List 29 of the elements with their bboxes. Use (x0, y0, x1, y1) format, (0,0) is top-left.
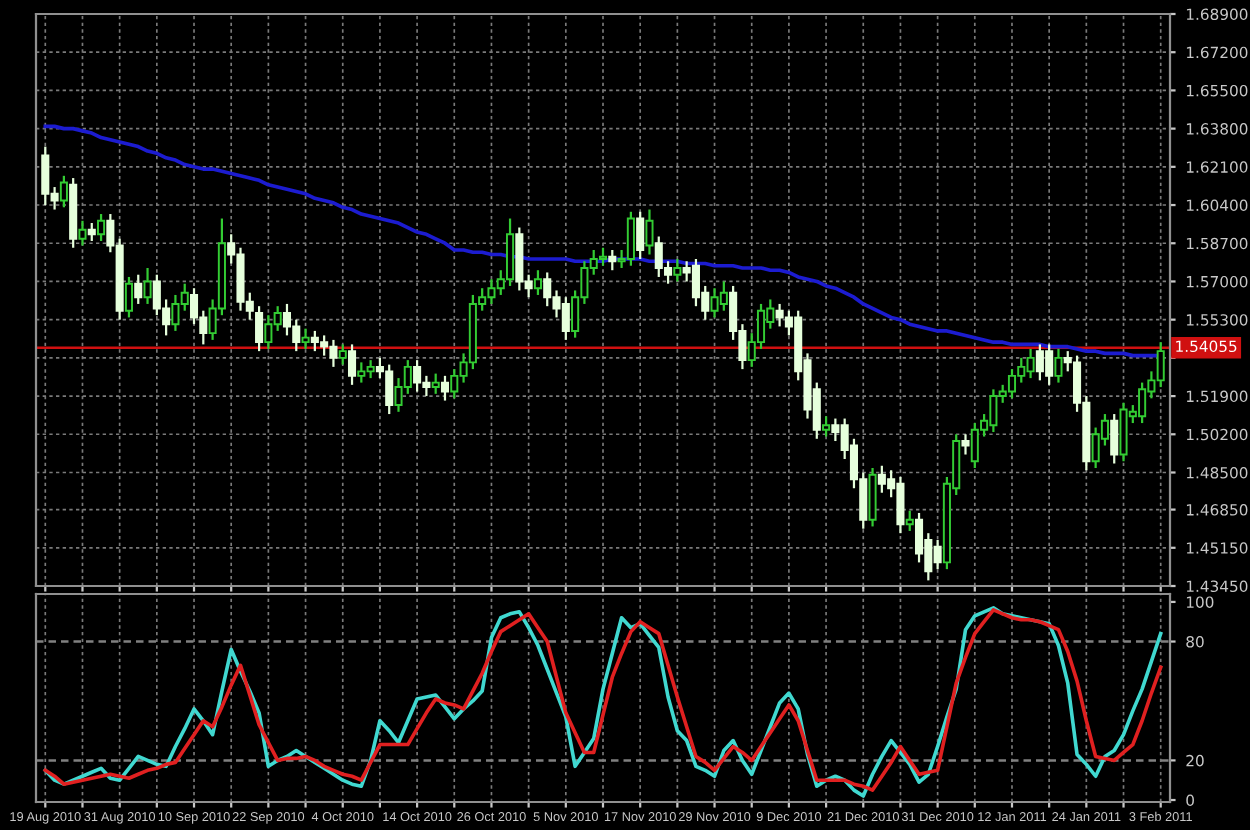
candlestick (868, 466, 877, 528)
candlestick (97, 212, 106, 243)
candlestick (440, 374, 450, 402)
candlestick (915, 511, 924, 564)
candlestick (626, 210, 635, 267)
candlestick (134, 273, 143, 306)
candlestick (189, 287, 199, 326)
candlestick (1110, 412, 1119, 465)
candlestick (348, 343, 357, 386)
candlestick (1054, 347, 1063, 384)
candlestick (143, 266, 152, 306)
candlestick (645, 208, 654, 256)
candlestick (431, 372, 440, 395)
candlestick (608, 248, 617, 272)
candlestick (78, 219, 87, 247)
candlestick (533, 269, 542, 297)
candlestick (636, 210, 645, 261)
candlestick (124, 275, 133, 319)
candlestick (1007, 368, 1017, 400)
candlestick (822, 415, 831, 438)
candlestick (338, 343, 347, 366)
candlestick (413, 359, 422, 393)
candlestick (59, 174, 68, 209)
candlestick (255, 305, 264, 353)
candlestick (719, 280, 728, 312)
candlestick (673, 257, 682, 283)
candlestick (961, 433, 970, 456)
candlestick (905, 509, 914, 533)
candlestick (301, 327, 310, 350)
